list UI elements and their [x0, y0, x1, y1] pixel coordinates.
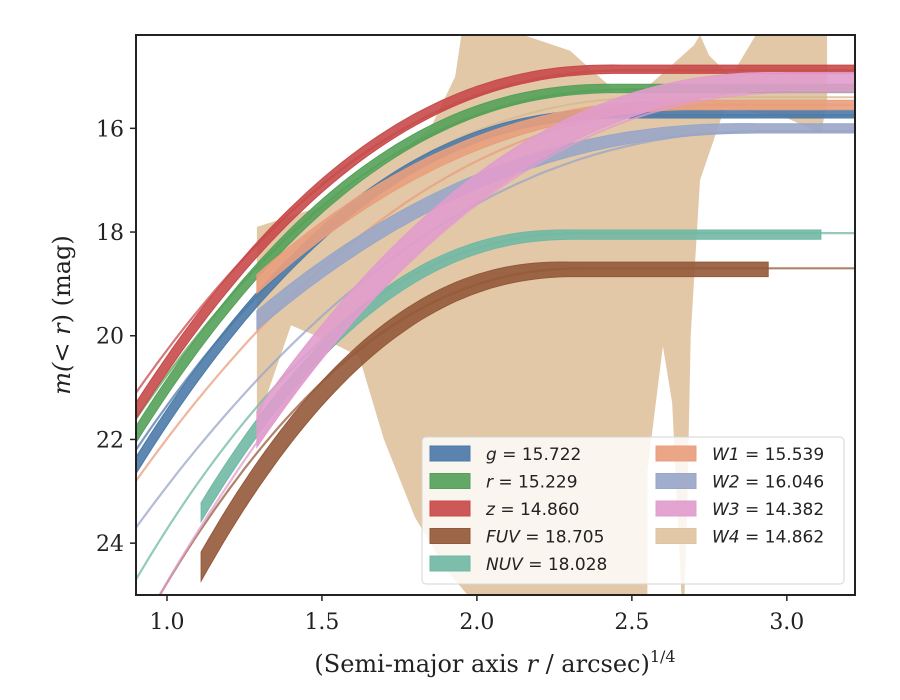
legend: g = 15.722 r = 15.229 z = 14.860 FUV = 18.7… [421, 436, 845, 585]
legend-swatch-w3 [655, 500, 697, 517]
legend-label-r: r = 15.229 [486, 473, 578, 493]
x-tick-label-1: 1.5 [304, 610, 339, 635]
y-tick-label-3: 22 [96, 428, 124, 453]
series-band-z [136, 64, 855, 421]
series-model-nuv [136, 232, 855, 580]
legend-swatch-w1 [655, 445, 697, 462]
legend-label-fuv: FUV = 18.705 [486, 528, 604, 548]
series-model-w1 [136, 103, 855, 482]
series-band-r [136, 83, 855, 444]
series-band-w1 [256, 99, 855, 295]
y-tick-label-2: 20 [96, 325, 124, 350]
legend-label-z: z = 14.860 [485, 500, 579, 520]
y-tick-label-4: 24 [96, 532, 124, 557]
y-tick-label-0: 16 [96, 117, 124, 142]
series-model-fuv [158, 267, 855, 595]
series-band-fuv [200, 261, 769, 583]
x-tick-label-0: 1.0 [149, 610, 184, 635]
legend-label-nuv: NUV = 18.028 [486, 555, 607, 575]
legend-swatch-w4 [655, 528, 697, 544]
plot-frame [135, 34, 856, 596]
series-model-w3 [158, 90, 855, 595]
series-model-z [136, 69, 855, 394]
y-tick-label-1: 18 [96, 221, 124, 246]
x-tick-label-3: 2.5 [614, 610, 649, 635]
legend-swatch-z [429, 500, 471, 517]
legend-swatch-r [429, 473, 471, 489]
x-tick-label-4: 3.0 [769, 610, 804, 635]
legend-swatch-fuv [429, 528, 471, 544]
legend-label-w2: W2 = 16.046 [712, 473, 824, 493]
axis-ticks: 1.0 1.5 2.0 2.5 3.0 16 18 20 22 24 [96, 117, 804, 635]
y-axis-label: m(< r) (mag) [48, 235, 76, 395]
series-band-nuv [200, 229, 822, 524]
legend-box [421, 436, 845, 585]
x-tick-label-2: 2.0 [459, 610, 494, 635]
legend-label-g: g = 15.722 [486, 445, 581, 465]
series-model-w2 [136, 129, 855, 529]
legend-swatch-g [429, 445, 471, 462]
legend-label-w1: W1 = 15.539 [712, 445, 824, 465]
legend-swatch-nuv [429, 555, 471, 572]
legend-label-w3: W3 = 14.382 [712, 500, 824, 520]
legend-swatch-w2 [655, 473, 697, 489]
x-axis-label: (Semi-major axis r / arcsec)1/4 [314, 647, 675, 678]
legend-label-w4: W4 = 14.862 [712, 528, 824, 548]
